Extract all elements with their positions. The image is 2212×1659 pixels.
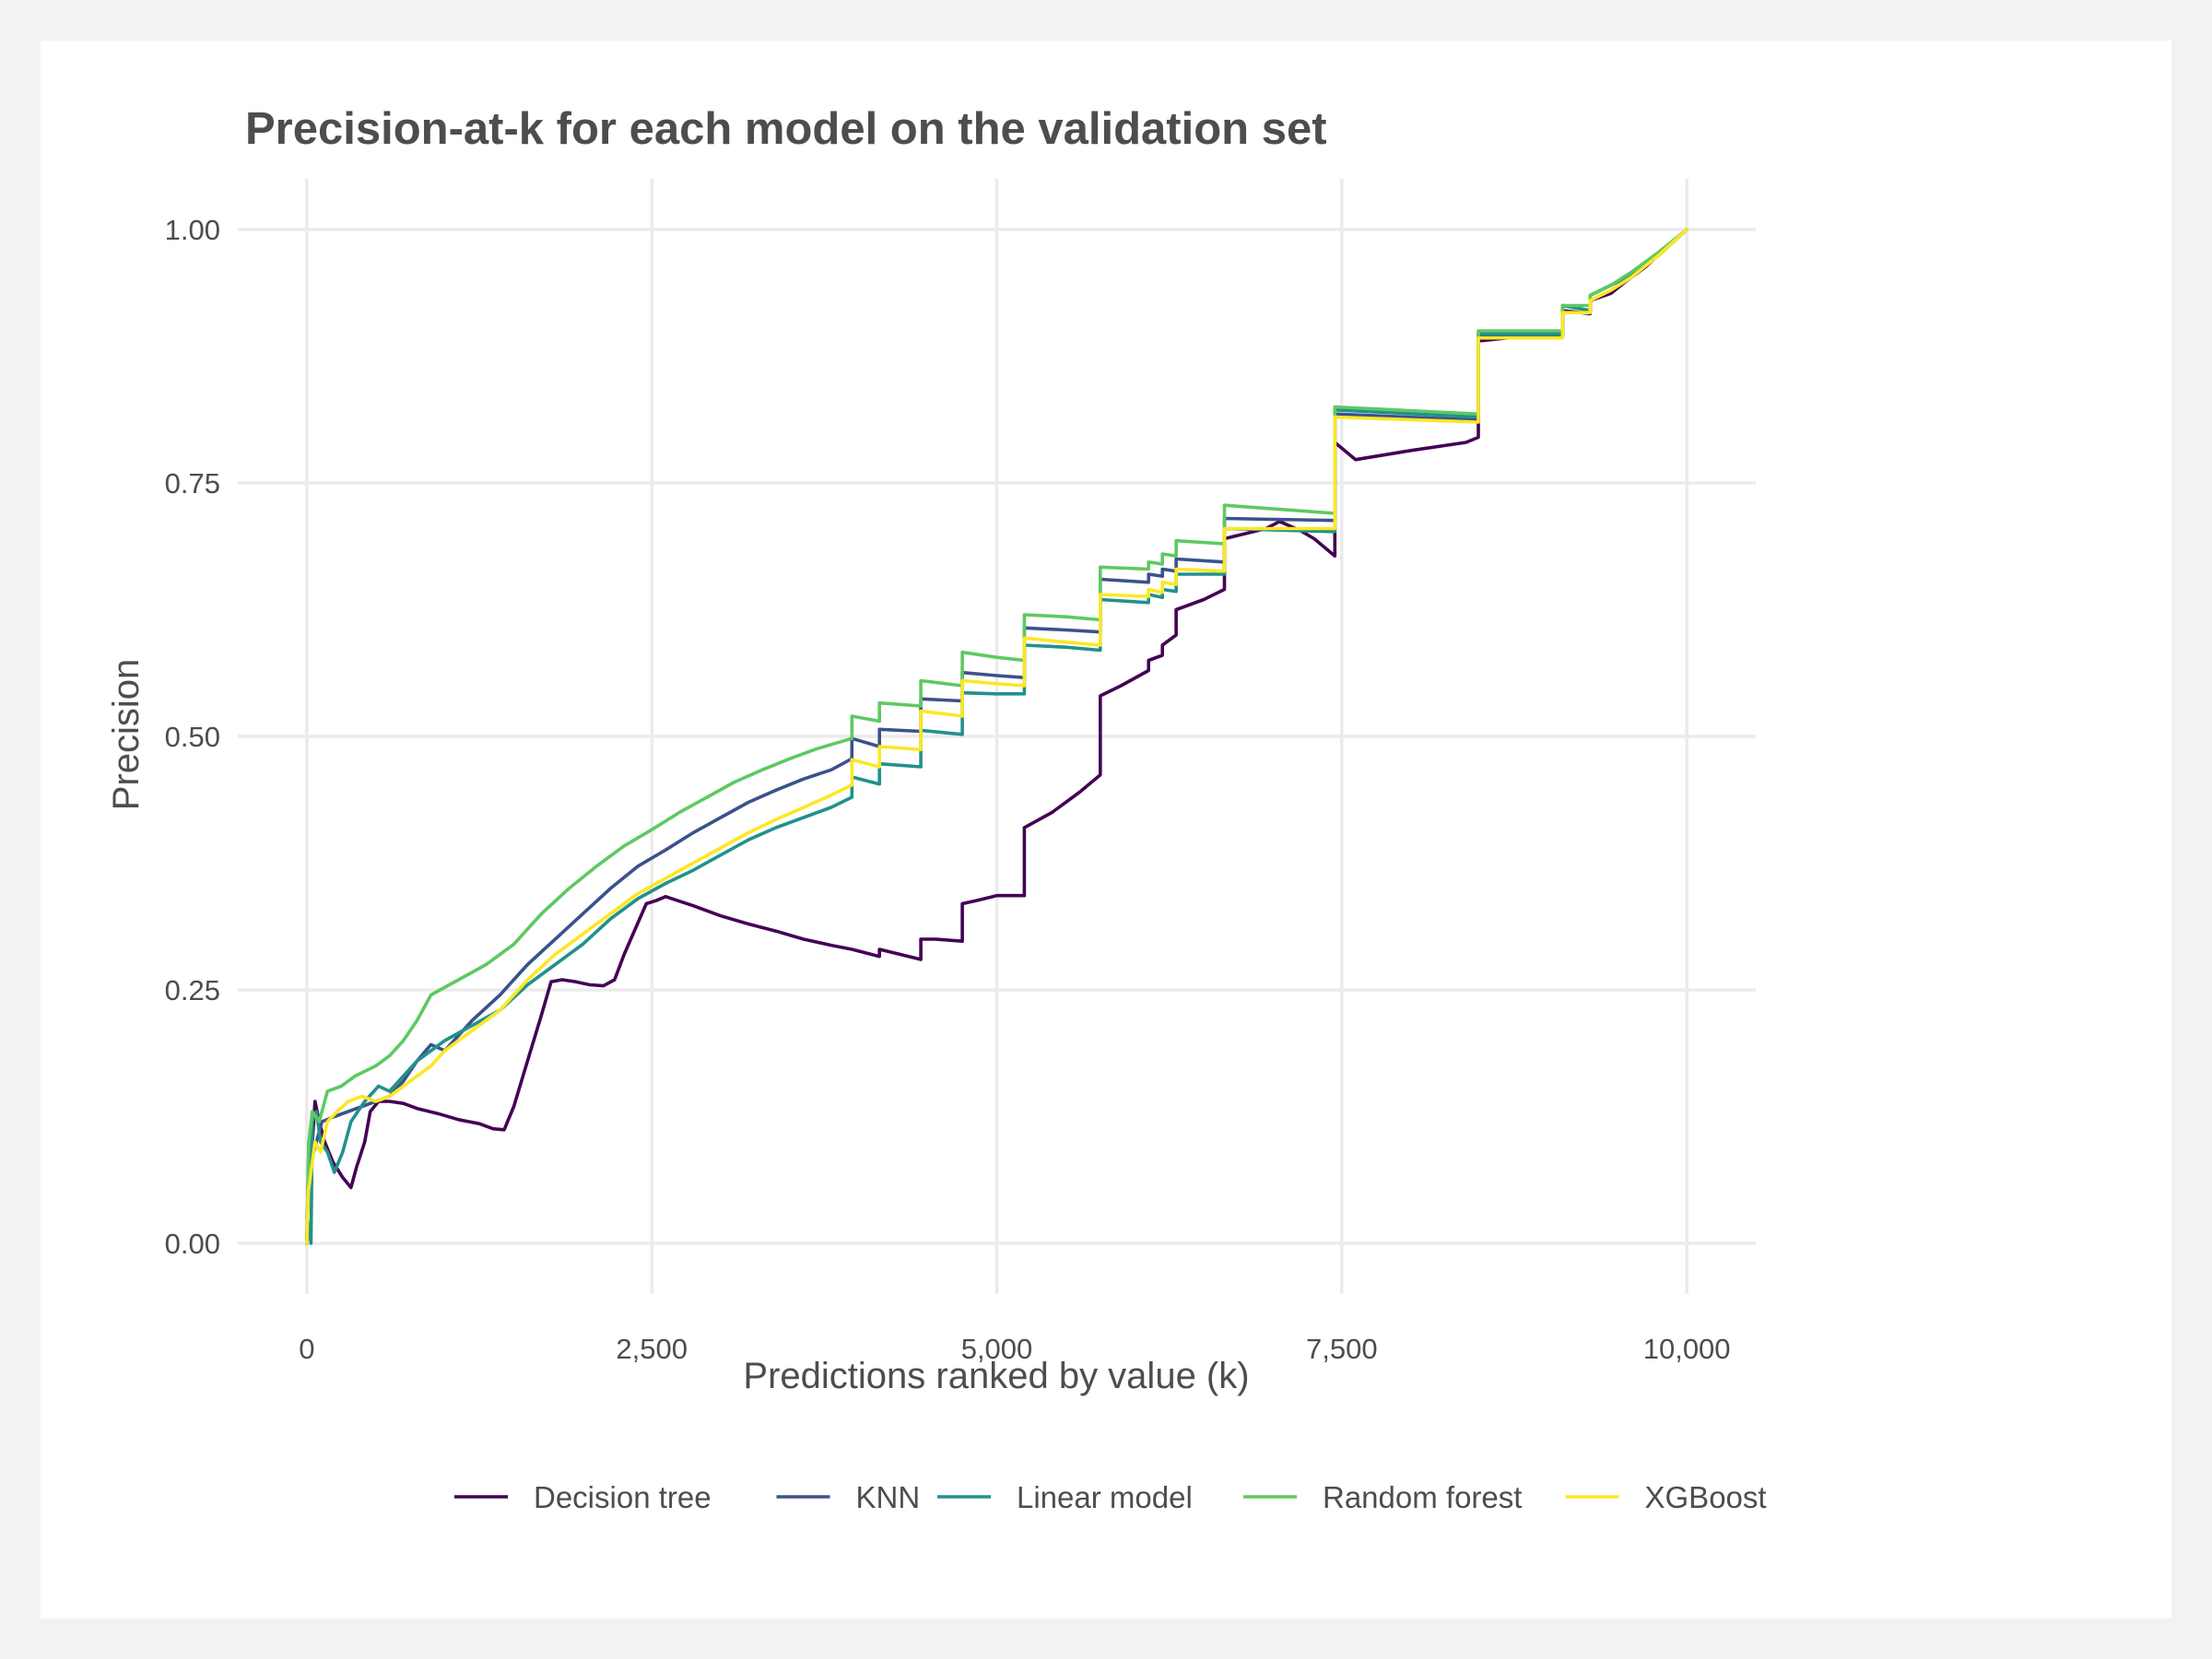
x-tick-label: 5,000 <box>961 1333 1033 1365</box>
x-tick-label: 7,500 <box>1306 1333 1378 1365</box>
gridlines <box>238 179 1756 1294</box>
y-tick-label: 0.50 <box>165 721 220 753</box>
y-tick-label: 1.00 <box>165 214 220 246</box>
x-tick-label: 2,500 <box>616 1333 688 1365</box>
legend: Decision tree KNN Linear model Random fores… <box>454 1480 1767 1514</box>
series-line-xgboost <box>305 228 1688 1245</box>
series-lines <box>305 228 1688 1245</box>
series-line-random-forest <box>305 228 1688 1245</box>
y-axis-title: Precision <box>106 659 147 811</box>
y-tick-label: 0.00 <box>165 1228 220 1260</box>
x-axis-ticks: 0 2,500 5,000 7,500 10,000 <box>299 1333 1730 1365</box>
legend-item-decision-tree: Decision tree <box>454 1480 712 1514</box>
x-tick-label: 10,000 <box>1643 1333 1731 1365</box>
chart-panel: Precision-at-k for each model on the val… <box>41 41 2171 1618</box>
series-line-decision-tree <box>305 228 1688 1245</box>
legend-label: Random forest <box>1323 1480 1522 1514</box>
legend-item-xgboost: XGBoost <box>1565 1480 1767 1514</box>
legend-item-random-forest: Random forest <box>1243 1480 1522 1514</box>
legend-item-linear-model: Linear model <box>937 1480 1193 1514</box>
legend-label: KNN <box>856 1480 921 1514</box>
chart-title: Precision-at-k for each model on the val… <box>245 104 1327 154</box>
x-tick-label: 0 <box>299 1333 314 1365</box>
legend-label: Linear model <box>1017 1480 1193 1514</box>
x-axis-title: Predictions ranked by value (k) <box>743 1356 1249 1396</box>
precision-at-k-chart: Precision-at-k for each model on the val… <box>106 104 1767 1514</box>
y-tick-label: 0.25 <box>165 974 220 1006</box>
y-tick-label: 0.75 <box>165 467 220 500</box>
legend-label: Decision tree <box>534 1480 712 1514</box>
legend-item-knn: KNN <box>776 1480 921 1514</box>
legend-label: XGBoost <box>1645 1480 1767 1514</box>
y-axis-ticks: 0.00 0.25 0.50 0.75 1.00 <box>165 214 220 1260</box>
